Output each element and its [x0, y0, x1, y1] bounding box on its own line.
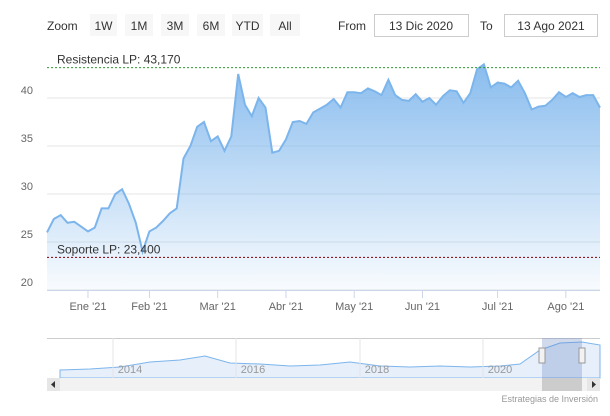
navigator-handle[interactable] — [578, 347, 586, 364]
to-label: To — [480, 19, 493, 33]
range-button[interactable] — [161, 14, 189, 36]
range-button[interactable] — [90, 14, 117, 36]
line — [46, 62, 601, 256]
from-label: From — [338, 19, 366, 33]
navigator-handle[interactable] — [538, 347, 546, 364]
to-input[interactable] — [504, 14, 598, 37]
x-tick-label: Abr '21 — [269, 301, 304, 313]
range-button-label[interactable]: 3M — [167, 19, 184, 33]
arrow-right — [592, 381, 596, 388]
from-input[interactable] — [374, 14, 469, 37]
x-tick-label: Mar '21 — [200, 301, 236, 313]
range-button-label[interactable]: 6M — [203, 19, 220, 33]
range-button-label[interactable]: 1W — [95, 19, 114, 33]
zoom-label: Zoom — [47, 19, 78, 33]
range-button-label[interactable]: All — [278, 19, 291, 33]
arrow-left — [51, 381, 55, 388]
range-button[interactable] — [232, 14, 263, 36]
y-tick-label: 35 — [21, 133, 33, 145]
range-button-label[interactable]: YTD — [236, 19, 260, 33]
x-tick-label: May '21 — [335, 301, 373, 313]
plot-line-label: Soporte LP: 23,400 — [57, 242, 161, 256]
navigator-label: 2014 — [118, 364, 142, 376]
y-tick-label: 20 — [21, 277, 33, 289]
y-tick-label: 25 — [21, 229, 33, 241]
credits[interactable]: Estrategias de Inversión — [501, 394, 598, 404]
y-tick-label: 30 — [21, 181, 33, 193]
range-button[interactable] — [197, 14, 225, 36]
navigator-selection[interactable] — [542, 338, 582, 378]
scrollbar-thumb[interactable] — [542, 378, 582, 391]
navigator-series — [59, 341, 601, 379]
range-button[interactable] — [125, 14, 153, 36]
x-tick-label: Ago '21 — [547, 301, 584, 313]
scrollbar-track[interactable] — [47, 378, 600, 391]
navigator-label: 2018 — [365, 364, 389, 376]
plot-line-label: Resistencia LP: 43,170 — [57, 53, 181, 67]
range-button[interactable] — [270, 14, 300, 36]
x-tick-label: Jul '21 — [482, 301, 513, 313]
x-tick-label: Jun '21 — [405, 301, 440, 313]
range-button-label[interactable]: 1M — [131, 19, 148, 33]
from-value[interactable]: 13 Dic 2020 — [389, 19, 453, 33]
area — [47, 64, 600, 291]
to-value[interactable]: 13 Ago 2021 — [517, 19, 585, 33]
navigator[interactable]: 2014 2016 2018 2020 — [47, 338, 601, 391]
x-tick-label: Feb '21 — [131, 301, 167, 313]
navigator-label: 2016 — [241, 364, 265, 376]
navigator-label: 2020 — [488, 364, 512, 376]
x-tick-label: Ene '21 — [69, 301, 106, 313]
y-tick-label: 40 — [21, 85, 33, 97]
